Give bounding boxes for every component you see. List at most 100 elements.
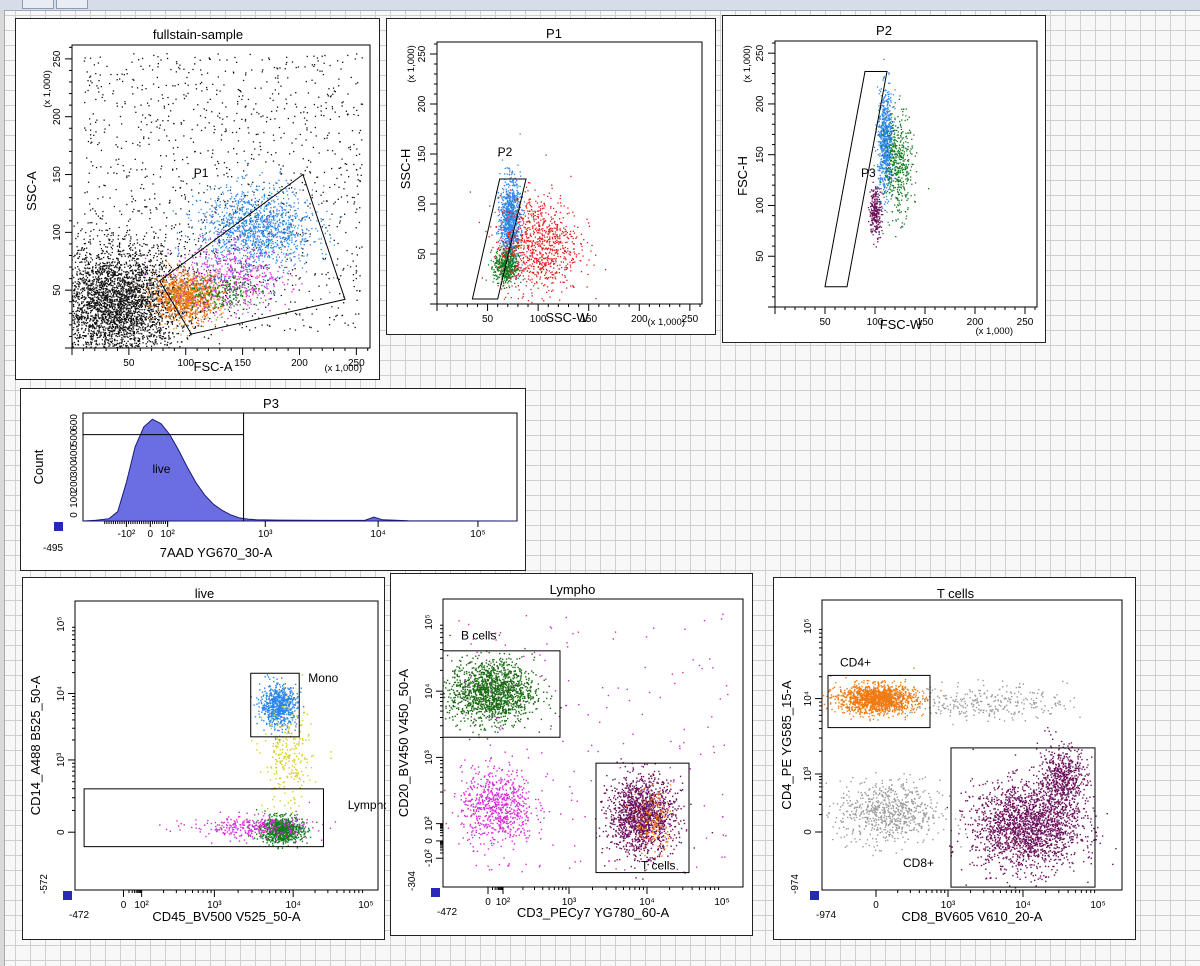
event-dot [81, 312, 83, 314]
event-dot [76, 273, 78, 275]
event-dot [192, 177, 194, 180]
event-dot [111, 321, 113, 323]
event-dot [105, 327, 107, 329]
event-dot [318, 152, 320, 154]
event-dot [194, 326, 197, 328]
event-dot [85, 343, 87, 345]
event-dot [258, 236, 261, 238]
event-dot [113, 305, 115, 307]
event-dot [158, 274, 161, 276]
event-dot [157, 321, 159, 323]
event-dot [88, 344, 90, 346]
event-dot [157, 293, 159, 295]
event-dot [355, 277, 357, 280]
event-dot [141, 280, 143, 283]
event-dot [104, 128, 106, 130]
fullstain-plot-area[interactable] [71, 44, 371, 349]
event-dot [156, 76, 158, 79]
event-dot [283, 108, 286, 110]
event-dot [63, 316, 64, 317]
event-dot [121, 320, 123, 323]
event-dot [125, 326, 127, 328]
event-dot [301, 181, 303, 184]
event-dot [151, 310, 153, 313]
event-dot [219, 117, 221, 119]
event-dot [118, 306, 120, 308]
event-dot [106, 358, 107, 359]
event-dot [80, 319, 83, 321]
event-dot [119, 250, 121, 253]
event-dot [117, 332, 119, 335]
event-dot [123, 335, 125, 337]
event-dot [175, 349, 176, 350]
event-dot [125, 346, 127, 348]
event-dot [152, 310, 154, 312]
toolbar-button[interactable] [22, 0, 54, 9]
event-dot [136, 300, 139, 302]
event-dot [108, 272, 110, 274]
event-dot [95, 286, 97, 289]
event-dot [116, 73, 118, 76]
event-dot [127, 283, 130, 285]
event-dot [130, 316, 132, 318]
event-dot [108, 309, 110, 311]
event-dot [137, 258, 140, 260]
event-dot [98, 267, 100, 269]
toolbar-button[interactable] [56, 0, 88, 9]
event-dot [76, 338, 78, 340]
event-dot [81, 294, 83, 297]
event-dot [118, 267, 120, 270]
event-dot [97, 301, 99, 303]
event-dot [292, 233, 295, 236]
event-dot [131, 259, 133, 261]
event-dot [254, 148, 256, 150]
event-dot [100, 286, 102, 289]
event-dot [152, 183, 154, 185]
event-dot [183, 68, 185, 70]
event-dot [146, 175, 148, 177]
event-dot [141, 284, 143, 286]
event-dot [194, 317, 197, 320]
event-dot [99, 284, 102, 286]
event-dot [323, 171, 326, 174]
event-dot [86, 359, 87, 360]
event-dot [315, 308, 318, 310]
event-dot [91, 327, 94, 329]
event-dot [238, 220, 240, 222]
event-dot [113, 292, 115, 294]
event-dot [107, 257, 110, 260]
event-dot [89, 289, 91, 291]
event-dot [107, 312, 109, 314]
event-dot [83, 315, 85, 318]
event-dot [98, 373, 99, 374]
event-dot [82, 290, 84, 292]
event-dot [151, 309, 153, 311]
event-dot [104, 338, 107, 340]
event-dot [130, 319, 132, 322]
plot-panel-fullstain[interactable]: fullstain-sample 50 100 150 200 250 50 100 150 20… [15, 18, 380, 380]
event-dot [77, 332, 80, 334]
event-dot [239, 198, 241, 200]
event-dot [94, 322, 97, 324]
event-dot [125, 295, 127, 297]
event-dot [159, 316, 162, 318]
event-dot [114, 340, 116, 342]
event-dot [241, 209, 243, 211]
event-dot [252, 141, 255, 143]
event-dot [148, 284, 150, 286]
event-dot [136, 169, 138, 171]
event-dot [109, 355, 110, 356]
event-dot [139, 272, 141, 274]
event-dot [108, 253, 110, 255]
event-dot [146, 313, 148, 315]
event-dot [98, 229, 101, 231]
event-dot [133, 281, 135, 283]
event-dot [162, 356, 163, 357]
event-dot [148, 269, 151, 272]
event-dot [145, 305, 147, 307]
event-dot [148, 137, 150, 139]
event-dot [175, 98, 177, 100]
event-dot [123, 295, 125, 297]
event-dot [101, 96, 103, 99]
event-dot [113, 320, 116, 322]
